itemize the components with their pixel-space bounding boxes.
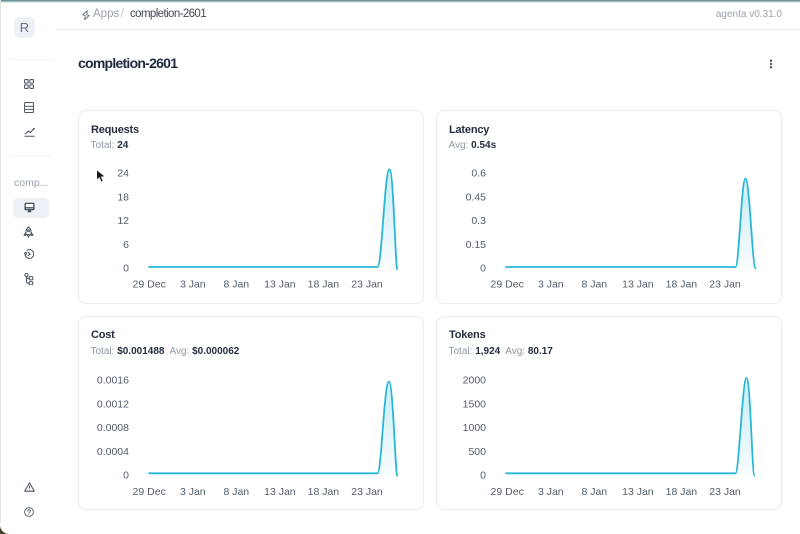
svg-text:1500: 1500 xyxy=(463,398,487,410)
svg-text:18 Jan: 18 Jan xyxy=(308,279,340,291)
svg-text:0.45: 0.45 xyxy=(466,192,487,204)
svg-text:29 Dec: 29 Dec xyxy=(133,486,166,498)
svg-text:0.0016: 0.0016 xyxy=(97,374,129,386)
svg-text:23 Jan: 23 Jan xyxy=(351,279,383,291)
svg-text:8 Jan: 8 Jan xyxy=(223,486,249,498)
svg-text:0: 0 xyxy=(480,469,486,481)
svg-text:8 Jan: 8 Jan xyxy=(223,279,249,291)
svg-text:3 Jan: 3 Jan xyxy=(180,279,206,291)
svg-text:12: 12 xyxy=(117,215,129,227)
svg-text:23 Jan: 23 Jan xyxy=(709,486,741,498)
svg-text:8 Jan: 8 Jan xyxy=(581,279,607,291)
svg-text:500: 500 xyxy=(468,446,486,458)
svg-text:3 Jan: 3 Jan xyxy=(538,486,564,498)
svg-text:0.15: 0.15 xyxy=(466,239,487,251)
svg-text:29 Dec: 29 Dec xyxy=(491,486,524,498)
svg-text:23 Jan: 23 Jan xyxy=(709,279,741,291)
svg-text:23 Jan: 23 Jan xyxy=(351,486,383,498)
svg-text:0: 0 xyxy=(123,469,129,481)
svg-text:0: 0 xyxy=(480,263,486,275)
svg-text:8 Jan: 8 Jan xyxy=(581,486,607,498)
svg-text:0.0004: 0.0004 xyxy=(97,446,129,458)
svg-text:13 Jan: 13 Jan xyxy=(264,279,296,291)
svg-text:0.0012: 0.0012 xyxy=(97,398,129,410)
svg-text:18 Jan: 18 Jan xyxy=(666,486,698,498)
svg-text:6: 6 xyxy=(123,239,129,251)
svg-text:13 Jan: 13 Jan xyxy=(622,486,654,498)
svg-text:1000: 1000 xyxy=(463,422,487,434)
svg-text:3 Jan: 3 Jan xyxy=(538,279,564,291)
svg-text:13 Jan: 13 Jan xyxy=(622,279,654,291)
svg-text:13 Jan: 13 Jan xyxy=(264,486,296,498)
svg-text:18 Jan: 18 Jan xyxy=(308,486,340,498)
svg-text:3 Jan: 3 Jan xyxy=(180,486,206,498)
svg-text:0.3: 0.3 xyxy=(471,215,486,227)
svg-text:29 Dec: 29 Dec xyxy=(133,279,166,291)
svg-text:2000: 2000 xyxy=(463,374,487,386)
svg-text:18 Jan: 18 Jan xyxy=(666,279,698,291)
svg-text:0: 0 xyxy=(123,263,129,275)
svg-text:0.6: 0.6 xyxy=(471,168,486,180)
svg-text:24: 24 xyxy=(117,168,129,180)
svg-text:18: 18 xyxy=(117,192,129,204)
svg-text:29 Dec: 29 Dec xyxy=(491,279,524,291)
svg-text:0.0008: 0.0008 xyxy=(97,422,129,434)
